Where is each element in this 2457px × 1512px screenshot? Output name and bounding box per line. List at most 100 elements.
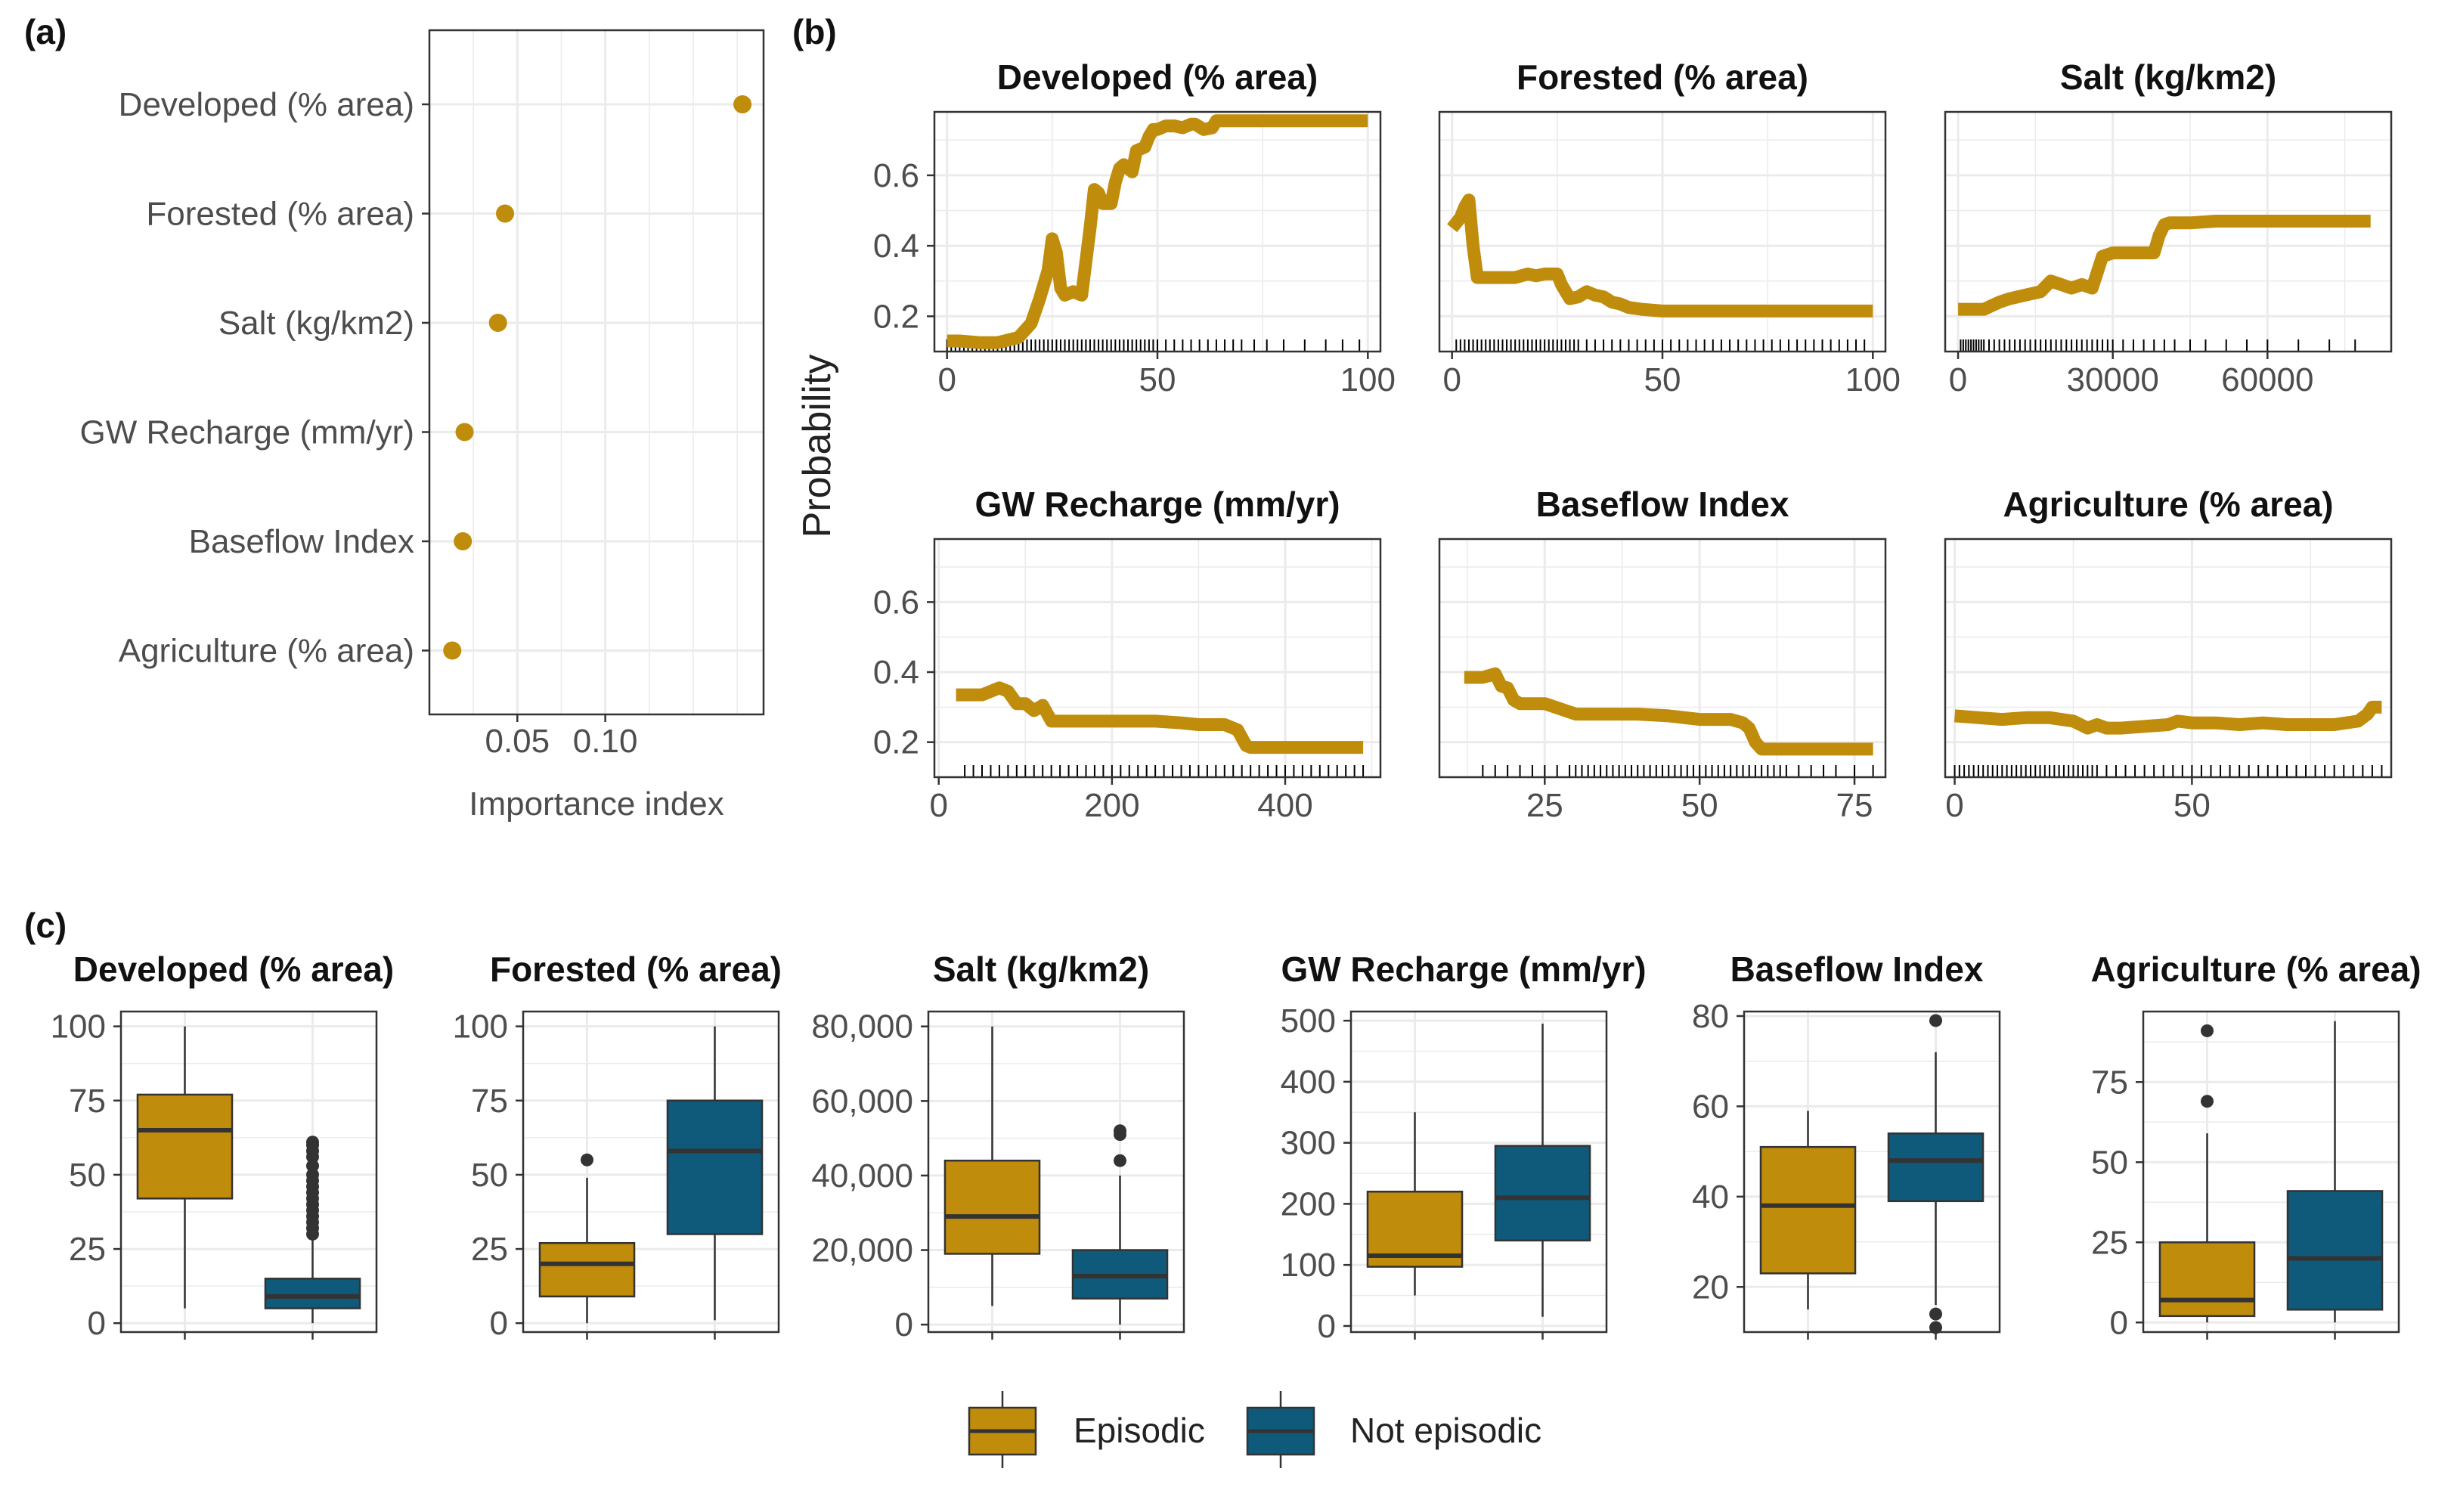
panel-c-4-box-0-iqr [1759, 1145, 1857, 1275]
panel-a-xaxis-title: Importance index [469, 785, 724, 823]
panel-b-3-title: GW Recharge (mm/yr) [974, 485, 1340, 524]
panel-c-5-box-0-outlier-0 [2201, 1095, 2214, 1108]
panel-b-1-xtick-label-0: 0 [1442, 361, 1461, 398]
panel-c-3-ytick-label-2: 200 [1281, 1185, 1336, 1222]
panel-c-2-box-1-outlier-2 [1114, 1124, 1126, 1138]
panel-c-0-ytick-label-4: 100 [51, 1009, 106, 1046]
panel-a-category-label-5: Agriculture (% area) [119, 633, 414, 670]
panel-c-1-ytick-label-4: 100 [453, 1009, 508, 1046]
panel-c-5-title: Agriculture (% area) [2090, 950, 2421, 989]
panel-a-border [428, 29, 765, 716]
panel-b-5-background [1945, 539, 2391, 777]
panel-b-4-xtick-label-0: 25 [1526, 787, 1563, 824]
panel-c-2-ytick-label-3: 60,000 [811, 1083, 913, 1120]
panel-c-5-box-1-iqr [2286, 1190, 2384, 1311]
panel-c-5-ytick-label-2: 50 [2091, 1144, 2128, 1181]
panel-c-0-box-1-outlier-15 [306, 1136, 319, 1149]
panel-c-4-ytick-label-3: 80 [1692, 998, 1729, 1035]
panel-b-3-ytick-label-2: 0.6 [873, 584, 919, 621]
panel-c-3-ytick-label-4: 400 [1281, 1064, 1336, 1101]
panel-b-0-ytick-label-1: 0.4 [873, 228, 919, 265]
panel-b-3-xtick-label-1: 200 [1084, 787, 1139, 824]
panel-c-3-ytick-label-5: 500 [1281, 1002, 1336, 1040]
panel-c-3-border [1349, 1010, 1608, 1334]
panel-c-0-box-0-iqr [136, 1093, 234, 1200]
panel-a-importance: Developed (% area) Forested (% area) Salt … [80, 29, 765, 823]
panel-b-4-background [1439, 539, 1885, 777]
panel-b-5-border [1944, 538, 2393, 779]
panel-c-1-title: Forested (% area) [490, 950, 782, 989]
panel-c-3-ytick-label-0: 0 [1318, 1308, 1336, 1345]
panel-a-point-2 [488, 314, 507, 332]
panel-c-0-ytick-label-1: 25 [69, 1231, 106, 1268]
panel-b-4-line [1464, 667, 1873, 756]
panel-c-1-border [522, 1010, 780, 1334]
panel-a-category-label-1: Forested (% area) [146, 196, 414, 233]
panel-c-0-box-1-outlier-11 [306, 1159, 319, 1173]
panel-b-5-xtick-label-0: 0 [1945, 787, 1963, 824]
legend-label-1: Not episodic [1350, 1411, 1541, 1450]
panel-c-0-box-1-iqr [264, 1278, 361, 1309]
panel-c-0-ytick-label-0: 0 [88, 1305, 106, 1342]
panel-b-2-border [1944, 110, 2393, 353]
panel-b-0-xtick-label-1: 50 [1139, 361, 1176, 398]
panel-c-3-ytick-label-3: 300 [1281, 1125, 1336, 1162]
panel-b-1-xtick-label-1: 50 [1644, 361, 1681, 398]
panel-b-2-line [1958, 215, 2371, 316]
panel-c-4-ytick-label-0: 20 [1692, 1269, 1729, 1306]
panel-c-4-ytick-label-2: 60 [1692, 1088, 1729, 1125]
panel-b-4-border [1438, 538, 1887, 779]
panel-c-1-box-0-iqr [538, 1241, 636, 1298]
panel-c-4-box-1-outlier-2 [1929, 1014, 1942, 1027]
panel-label-a: (a) [24, 12, 67, 51]
panel-b-2-background [1945, 112, 2391, 352]
panel-c-5-ytick-label-3: 75 [2091, 1064, 2128, 1101]
panel-b-3-ytick-label-0: 0.2 [873, 724, 919, 761]
panel-b-2-title: Salt (kg/km2) [2060, 57, 2276, 97]
panel-b-5-title: Agriculture (% area) [2003, 485, 2333, 524]
panel-b-3-xtick-label-0: 0 [929, 787, 947, 824]
panel-a-category-label-0: Developed (% area) [119, 86, 414, 123]
panel-c-0-title: Developed (% area) [73, 950, 394, 989]
panel-c-2-border [927, 1010, 1185, 1334]
panel-a-point-1 [496, 204, 515, 223]
panel-a-category-label-4: Baseflow Index [189, 523, 414, 560]
panel-b-yaxis-title: Probability [795, 355, 839, 538]
legend: Episodic Not episodic [968, 1391, 1541, 1468]
panel-c-4-border [1743, 1010, 2001, 1334]
panel-c-0-ytick-label-2: 50 [69, 1157, 106, 1194]
panel-c-1-ytick-label-1: 25 [471, 1231, 508, 1268]
panel-a-point-4 [454, 532, 472, 550]
panel-label-c: (c) [24, 906, 67, 945]
panel-b-0-title: Developed (% area) [997, 57, 1318, 97]
panel-b-0-xtick-label-2: 100 [1340, 361, 1396, 398]
panel-c-2-ytick-label-1: 20,000 [811, 1232, 913, 1269]
panel-c-5-border [2142, 1010, 2400, 1334]
panel-c-1-ytick-label-2: 50 [471, 1157, 508, 1194]
panel-b-4-xtick-label-2: 75 [1836, 787, 1873, 824]
panel-b-5-line [1954, 700, 2382, 735]
panel-c-4-box-1-outlier-1 [1929, 1321, 1942, 1334]
panel-c-3-title: GW Recharge (mm/yr) [1281, 950, 1646, 989]
panel-c-2-box-0-iqr [943, 1159, 1041, 1255]
panel-c-5-box-0-iqr [2158, 1241, 2256, 1318]
panel-b-1-line [1447, 194, 1873, 318]
panel-a-xtick-label-1: 0.10 [573, 723, 638, 760]
panel-c-2-ytick-label-4: 80,000 [811, 1009, 913, 1046]
panel-c-1-box-0-outlier-0 [581, 1153, 593, 1167]
panel-a-point-0 [733, 95, 752, 113]
panel-c-4-ytick-label-1: 40 [1692, 1179, 1729, 1216]
panel-a-category-label-2: Salt (kg/km2) [218, 305, 414, 342]
panel-c-2-ytick-label-2: 40,000 [811, 1157, 913, 1194]
panel-c-2-ytick-label-0: 0 [895, 1306, 913, 1343]
panel-b-2-xtick-label-2: 60000 [2221, 361, 2313, 398]
panel-b-partial-dependence: Developed (% area) 0 50 100 0.2 0.4 0.6 Foreste… [795, 57, 2393, 824]
panel-b-3-ytick-label-1: 0.4 [873, 654, 919, 691]
legend-label-0: Episodic [1074, 1411, 1205, 1450]
panel-c-5-box-0-outlier-1 [2201, 1024, 2214, 1037]
panel-c-2-title: Salt (kg/km2) [933, 950, 1149, 989]
panel-c-1-ytick-label-0: 0 [490, 1305, 508, 1342]
panel-label-b: (b) [792, 12, 837, 51]
panel-b-2-xtick-label-1: 30000 [2066, 361, 2158, 398]
panel-b-4-title: Baseflow Index [1536, 485, 1789, 524]
